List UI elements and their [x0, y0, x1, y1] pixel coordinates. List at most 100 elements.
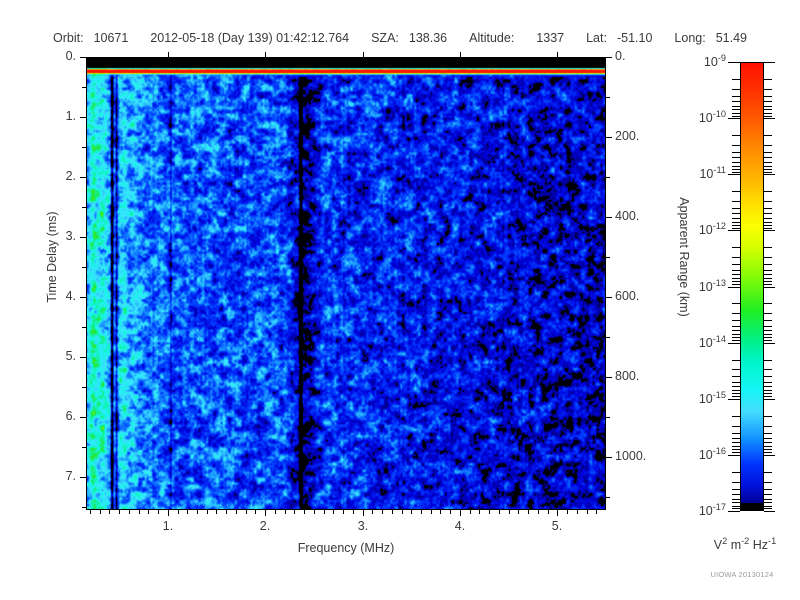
colorbar-minor-tick [764, 360, 772, 361]
y-axis-tick-label: 7. [65, 469, 76, 483]
colorbar-minor-tick [764, 502, 772, 503]
colorbar-minor-tick [732, 157, 740, 158]
x-axis-tick [557, 510, 558, 516]
y-axis-tick [80, 117, 86, 118]
colorbar-minor-tick [732, 191, 740, 192]
x-axis-minor-tick [596, 510, 597, 514]
colorbar-minor-tick [764, 218, 772, 219]
colorbar-minor-tick [732, 502, 740, 503]
colorbar-minor-tick [732, 247, 740, 248]
x-axis-minor-tick [411, 510, 412, 514]
x-axis-minor-tick [90, 510, 91, 514]
colorbar-minor-tick [732, 386, 740, 387]
x-axis-minor-tick [285, 510, 286, 514]
colorbar-tick [764, 62, 775, 63]
colorbar-minor-tick [732, 208, 740, 209]
colorbar-tick-label: 10-11 [699, 165, 726, 182]
colorbar-minor-tick [732, 369, 740, 370]
colorbar-minor-tick [732, 116, 740, 117]
x-axis-minor-tick [158, 510, 159, 514]
y-axis-tick-label: 4. [65, 289, 76, 303]
colorbar-tick [764, 455, 775, 456]
colorbar-minor-tick [764, 225, 772, 226]
x-axis-minor-tick [470, 510, 471, 514]
colorbar-tick-label: 10-10 [698, 109, 726, 126]
x-axis-minor-tick [255, 510, 256, 514]
colorbar-minor-tick [764, 340, 772, 341]
colorbar-tick [728, 174, 740, 175]
metadata-header: Orbit: 10671 2012-05-18 (Day 139) 01:42:… [0, 28, 800, 48]
colorbar-minor-tick [764, 106, 772, 107]
colorbar-minor-tick [732, 135, 740, 136]
x-axis-tick-label: 2. [259, 519, 271, 533]
colorbar-minor-tick [764, 208, 772, 209]
colorbar-minor-tick [732, 172, 740, 173]
spectrogram-image [87, 58, 605, 509]
x-axis-minor-tick [119, 510, 120, 514]
x-axis-minor-tick [402, 510, 403, 514]
colorbar-minor-tick [732, 201, 740, 202]
y-axis-minor-tick [82, 267, 86, 268]
colorbar-minor-tick [764, 393, 772, 394]
y-axis-tick-label: 6. [65, 409, 76, 423]
colorbar-minor-tick [732, 145, 740, 146]
colorbar-minor-tick [764, 116, 772, 117]
y-axis-minor-tick [82, 147, 86, 148]
colorbar-tick-label: 10-16 [698, 446, 726, 463]
colorbar-minor-tick [764, 281, 772, 282]
y-axis-tick [80, 57, 86, 58]
y2-axis-title: Apparent Range (km) [677, 197, 691, 317]
colorbar-minor-tick [764, 326, 772, 327]
colorbar-minor-tick [732, 222, 740, 223]
colorbar-minor-tick [732, 330, 740, 331]
y-axis-minor-tick [82, 87, 86, 88]
x-axis-minor-tick [216, 510, 217, 514]
colorbar-minor-tick [764, 166, 772, 167]
y-axis-tick-label: 3. [65, 229, 76, 243]
x-axis-minor-tick [538, 510, 539, 514]
colorbar-minor-tick [764, 228, 772, 229]
colorbar-minor-tick [764, 109, 772, 110]
x-axis-minor-tick [129, 510, 130, 514]
x-axis-minor-tick [587, 510, 588, 514]
colorbar-minor-tick [732, 360, 740, 361]
colorbar-minor-tick [732, 79, 740, 80]
colorbar-minor-tick [764, 442, 772, 443]
colorbar-minor-tick [764, 169, 772, 170]
colorbar-tick-label: 10-15 [698, 390, 726, 407]
colorbar-minor-tick [764, 499, 772, 500]
colorbar-minor-tick [732, 225, 740, 226]
y-axis-tick [80, 177, 86, 178]
colorbar-minor-tick [764, 96, 772, 97]
colorbar-tick [764, 230, 775, 231]
y-axis-minor-tick [82, 327, 86, 328]
colorbar-minor-tick [732, 442, 740, 443]
colorbar-minor-tick [732, 274, 740, 275]
colorbar-minor-tick [732, 416, 740, 417]
x-axis-minor-tick [499, 510, 500, 514]
colorbar-minor-tick [764, 145, 772, 146]
colorbar-minor-tick [764, 330, 772, 331]
colorbar-minor-tick [732, 376, 740, 377]
colorbar-minor-tick [764, 320, 772, 321]
colorbar-tick [728, 230, 740, 231]
spectrogram-plot-area [86, 57, 606, 510]
x-axis-minor-tick [139, 510, 140, 514]
y2-axis-tick-label: 800. [615, 369, 640, 383]
header-long-value: 51.49 [715, 31, 747, 45]
colorbar-minor-tick [732, 499, 740, 500]
colorbar-minor-tick [732, 284, 740, 285]
colorbar-minor-tick [764, 396, 772, 397]
y-axis-tick [80, 417, 86, 418]
colorbar-tick-label: 10-13 [698, 278, 726, 295]
colorbar-tick-label: 10-17 [698, 502, 726, 519]
colorbar-minor-tick [764, 376, 772, 377]
colorbar-minor-tick [732, 326, 740, 327]
colorbar-minor-tick [764, 303, 772, 304]
colorbar-minor-tick [764, 172, 772, 173]
colorbar-tick [728, 62, 740, 63]
x-axis-title: Frequency (MHz) [297, 541, 395, 555]
colorbar-tick [764, 174, 775, 175]
colorbar-minor-tick [732, 433, 740, 434]
x-axis-minor-tick [509, 510, 510, 514]
